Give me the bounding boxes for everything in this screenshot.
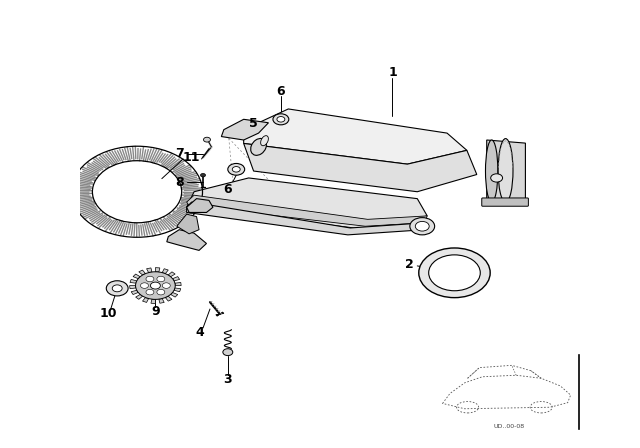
Circle shape: [106, 281, 128, 296]
Polygon shape: [151, 299, 156, 303]
Text: 2: 2: [406, 258, 414, 271]
Polygon shape: [143, 297, 148, 302]
Polygon shape: [167, 230, 207, 250]
Polygon shape: [486, 140, 525, 202]
Ellipse shape: [260, 136, 268, 146]
Ellipse shape: [498, 138, 513, 202]
Circle shape: [273, 114, 289, 125]
Circle shape: [146, 289, 154, 295]
Circle shape: [112, 285, 122, 292]
Polygon shape: [187, 202, 425, 235]
Circle shape: [136, 272, 175, 299]
Circle shape: [204, 137, 211, 142]
Polygon shape: [162, 269, 168, 274]
Circle shape: [163, 283, 170, 289]
Text: 3: 3: [223, 373, 232, 386]
Polygon shape: [136, 294, 143, 299]
Circle shape: [419, 248, 490, 297]
Polygon shape: [177, 214, 199, 234]
Polygon shape: [130, 280, 137, 283]
Polygon shape: [175, 282, 181, 285]
Circle shape: [429, 255, 480, 291]
Circle shape: [146, 276, 154, 282]
Text: UD..00-08: UD..00-08: [493, 423, 524, 429]
Polygon shape: [187, 195, 428, 226]
Text: 4: 4: [196, 326, 204, 339]
Polygon shape: [147, 268, 152, 272]
Polygon shape: [187, 198, 213, 212]
Polygon shape: [133, 274, 140, 279]
Polygon shape: [173, 276, 180, 281]
Text: 9: 9: [151, 305, 160, 318]
Polygon shape: [244, 143, 477, 192]
Polygon shape: [156, 267, 160, 272]
Polygon shape: [131, 290, 138, 294]
Ellipse shape: [486, 140, 498, 202]
Circle shape: [415, 221, 429, 231]
Text: 7: 7: [175, 147, 184, 160]
Circle shape: [491, 174, 502, 182]
Circle shape: [157, 289, 165, 295]
Text: 1: 1: [388, 66, 397, 79]
Circle shape: [223, 349, 233, 356]
Polygon shape: [168, 272, 175, 277]
FancyBboxPatch shape: [482, 198, 529, 206]
Circle shape: [410, 218, 435, 235]
Polygon shape: [129, 285, 136, 289]
Text: 11: 11: [183, 151, 200, 164]
Text: 5: 5: [249, 117, 258, 130]
Circle shape: [141, 283, 148, 289]
Circle shape: [277, 116, 285, 122]
Text: 10: 10: [100, 307, 118, 320]
Polygon shape: [244, 109, 467, 164]
Polygon shape: [139, 270, 145, 275]
Text: 6: 6: [223, 183, 232, 196]
Circle shape: [157, 276, 165, 282]
Circle shape: [200, 173, 205, 177]
Polygon shape: [187, 178, 428, 230]
Polygon shape: [174, 288, 180, 292]
Circle shape: [228, 164, 244, 175]
Polygon shape: [171, 293, 178, 297]
Polygon shape: [165, 296, 172, 301]
Polygon shape: [221, 119, 269, 140]
Text: 8: 8: [175, 176, 184, 189]
Circle shape: [150, 282, 161, 289]
Polygon shape: [159, 298, 164, 303]
Text: 6: 6: [276, 85, 285, 98]
Ellipse shape: [251, 138, 266, 155]
Circle shape: [232, 167, 240, 172]
